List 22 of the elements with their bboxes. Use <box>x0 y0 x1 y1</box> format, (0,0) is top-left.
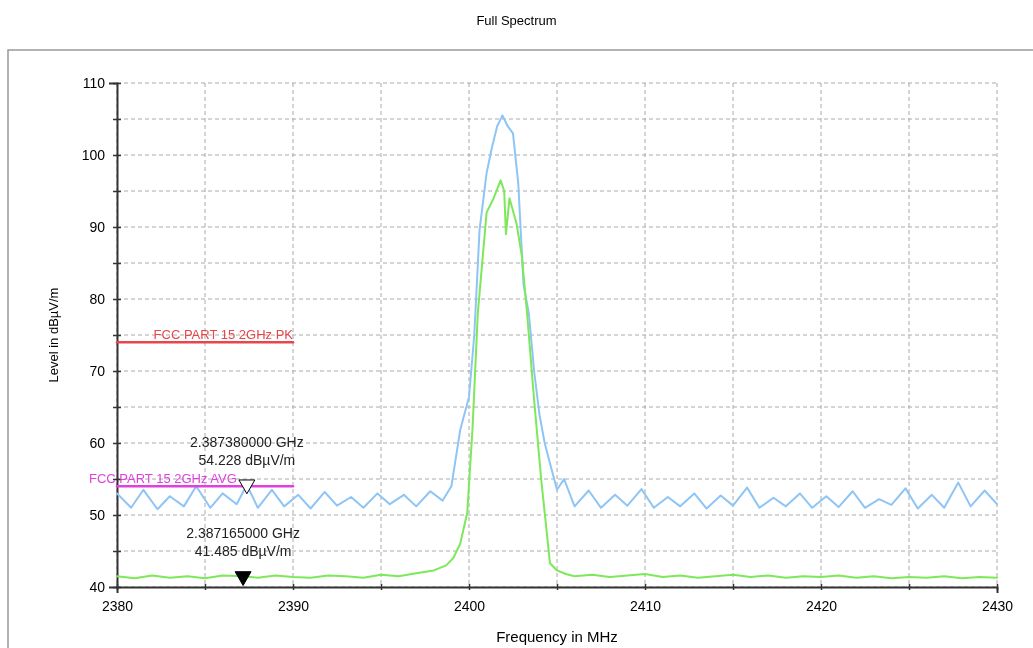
y-tick-label: 90 <box>89 218 106 235</box>
x-tick-label: 2410 <box>629 597 662 614</box>
y-tick-label: 70 <box>89 362 106 379</box>
y-tick-label: 40 <box>89 578 106 595</box>
x-tick-label: 2390 <box>277 597 310 614</box>
annotation: 2.387165000 GHz 41.485 dBµV/m <box>186 525 300 560</box>
chart-title: Full Spectrum <box>476 13 557 28</box>
y-axis-title: Level in dBµV/m <box>46 287 61 383</box>
y-tick-label: 60 <box>89 434 106 451</box>
y-tick-label: 50 <box>89 506 106 523</box>
x-tick-label: 2400 <box>453 597 486 614</box>
x-axis-title: Frequency in MHz <box>496 628 618 645</box>
x-tick-label: 2430 <box>981 597 1014 614</box>
y-tick-label: 110 <box>82 74 106 91</box>
x-tick-label: 2420 <box>805 597 838 614</box>
series-label: FCC PART 15 2GHz AVG <box>89 471 237 487</box>
y-tick-label: 100 <box>81 146 106 163</box>
y-tick-label: 80 <box>89 290 106 307</box>
series-label: FCC PART 15 2GHz PK <box>153 327 294 343</box>
line-series <box>116 114 998 511</box>
x-tick-label: 2380 <box>101 597 134 614</box>
annotation: 2.387380000 GHz 54.228 dBµV/m <box>190 433 304 468</box>
